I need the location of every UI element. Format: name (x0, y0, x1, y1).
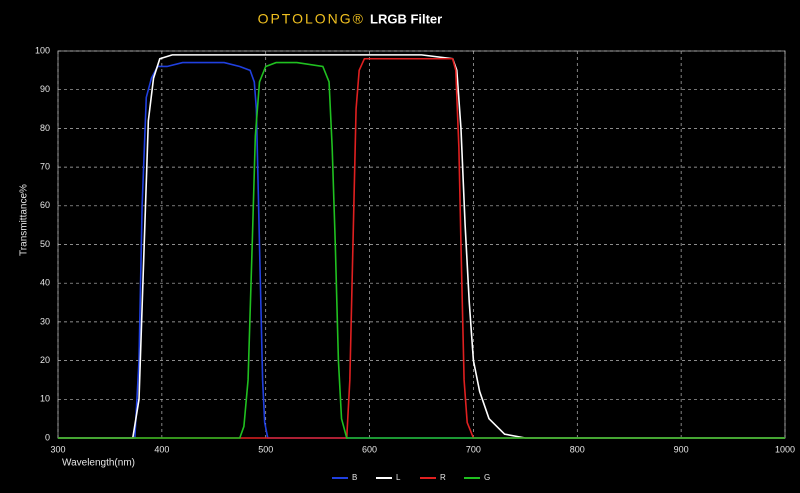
y-tick-label: 60 (40, 200, 50, 210)
x-tick-label: 400 (154, 444, 169, 454)
y-tick-label: 50 (40, 239, 50, 249)
y-tick-label: 90 (40, 84, 50, 94)
y-tick-label: 30 (40, 316, 50, 326)
y-tick-label: 40 (40, 278, 50, 288)
y-tick-label: 0 (45, 432, 50, 442)
series-line (58, 61, 785, 439)
y-tick-label: 70 (40, 161, 50, 171)
y-axis-label: Transmittance% (19, 184, 30, 256)
y-tick-label: 10 (40, 394, 50, 404)
x-tick-label: 600 (362, 444, 377, 454)
y-tick-label: 100 (35, 45, 50, 55)
legend-label: B (352, 473, 357, 482)
x-tick-label: 500 (258, 444, 273, 454)
chart-brand: OPTOLONG® (258, 11, 365, 27)
legend-label: G (484, 473, 490, 482)
x-tick-label: 300 (50, 444, 65, 454)
x-axis-label: Wavelength(nm) (62, 458, 135, 469)
y-tick-label: 20 (40, 355, 50, 365)
x-tick-label: 900 (674, 444, 689, 454)
chart-title: LRGB Filter (370, 11, 442, 26)
series-line (58, 54, 785, 439)
legend-label: L (396, 473, 401, 482)
series-line (58, 57, 785, 439)
x-tick-label: 700 (466, 444, 481, 454)
x-tick-label: 1000 (775, 444, 795, 454)
series-line (58, 61, 785, 439)
y-tick-label: 80 (40, 123, 50, 133)
x-tick-label: 800 (570, 444, 585, 454)
legend-label: R (440, 473, 446, 482)
